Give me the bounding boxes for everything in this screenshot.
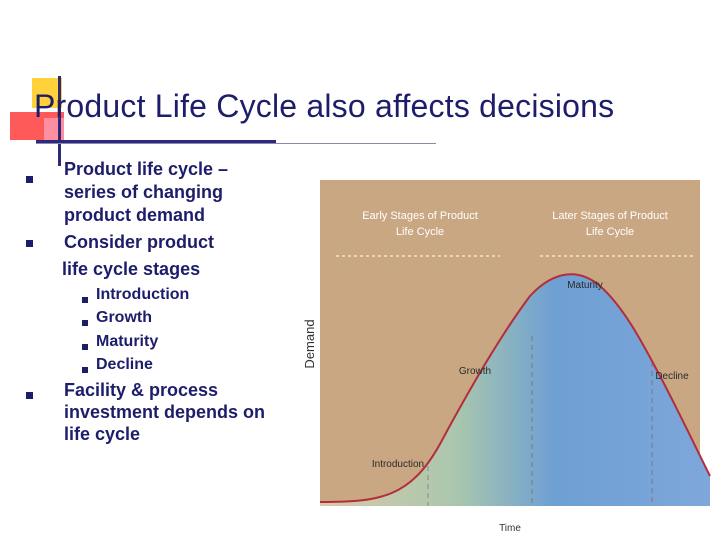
slide-title: Product Life Cycle also affects decision… [34,88,615,124]
sub-bullet-decline: Decline [96,356,153,373]
bullet-marker [26,392,33,399]
decor-horizontal-line [36,140,276,143]
bullet-1-line-3: product demand [64,205,206,225]
header-right-line-1: Later Stages of Product [552,210,668,222]
stage-label-maturity: Maturity [567,280,603,291]
x-axis-label: Time [499,523,521,534]
bullet-3-line-1: Facility & process [64,380,219,400]
sub-bullet-marker [82,344,88,350]
curve-area [320,274,710,506]
life-cycle-figure: Early Stages of Product Life Cycle Later… [300,176,720,540]
bullet-1-line-2: series of changing [64,182,224,202]
bullet-marker [26,240,33,247]
decor-vertical-line [58,76,61,166]
sub-bullet-introduction: Introduction [96,286,190,303]
bullet-3-line-2: investment depends on [64,402,266,422]
header-left-line-1: Early Stages of Product [362,210,478,222]
y-axis-label: Demand [302,319,317,368]
life-cycle-svg: Early Stages of Product Life Cycle Later… [302,180,711,534]
stage-label-introduction: Introduction [372,459,424,470]
sub-bullet-marker [82,320,88,326]
sub-bullet-marker [82,297,88,303]
decor-horizontal-line-thin [36,143,436,144]
header-right-line-2: Life Cycle [586,226,634,238]
bullet-marker [26,176,33,183]
stage-label-decline: Decline [655,371,689,382]
sub-bullet-growth: Growth [96,309,152,326]
decor-square-yellow [32,78,62,108]
bullet-3-line-3: life cycle [64,424,141,444]
bullet-2-line-2: life cycle stages [62,259,201,279]
bullet-1-line-1: Product life cycle – [64,159,229,179]
header-left-line-2: Life Cycle [396,226,444,238]
bullet-2-line-1: Consider product [64,232,215,252]
demand-curve [319,273,711,503]
sub-bullet-marker [82,367,88,373]
stage-label-growth: Growth [459,366,491,377]
sub-bullet-maturity: Maturity [96,333,159,350]
